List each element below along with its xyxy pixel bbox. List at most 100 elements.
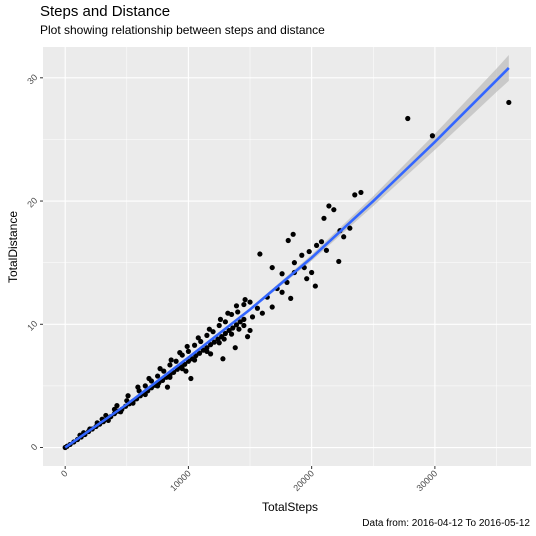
data-point [216, 322, 222, 329]
data-point [161, 368, 167, 374]
data-point [323, 247, 330, 253]
data-point [269, 304, 275, 310]
data-point [196, 350, 203, 356]
data-point [358, 189, 364, 196]
data-point [331, 207, 337, 213]
data-point [125, 393, 131, 399]
data-point [249, 314, 256, 320]
data-point [233, 322, 240, 328]
data-point [288, 295, 294, 301]
data-point [183, 368, 189, 374]
data-point [191, 357, 198, 363]
data-point [204, 348, 210, 354]
y-tick-label: 0 [29, 442, 40, 453]
data-point [191, 342, 198, 348]
data-point [164, 384, 171, 390]
data-point [221, 336, 227, 342]
x-tick-label: 30000 [415, 468, 440, 493]
data-point [211, 339, 217, 345]
data-point [179, 366, 185, 372]
data-point [155, 373, 161, 379]
y-tick-label: 10 [25, 319, 39, 333]
data-point [309, 269, 315, 276]
data-point [168, 357, 174, 363]
data-point [185, 348, 192, 354]
data-point [304, 276, 310, 282]
data-point [217, 316, 224, 322]
data-point [198, 338, 204, 345]
data-point [228, 331, 235, 337]
data-point [242, 297, 248, 303]
data-point [291, 260, 297, 266]
data-point [232, 345, 238, 351]
data-point [429, 133, 436, 139]
x-tick-label: 20000 [291, 468, 316, 493]
data-point [204, 332, 210, 338]
data-point [222, 330, 228, 337]
data-point [177, 350, 183, 356]
y-tick-label: 20 [25, 195, 39, 209]
x-tick-label: 0 [59, 468, 70, 479]
data-point [312, 283, 318, 289]
data-point [206, 326, 212, 332]
data-point [269, 264, 275, 271]
data-point [321, 215, 327, 221]
chart-caption: Data from: 2016-04-12 To 2016-05-12 [362, 518, 530, 529]
data-point [237, 319, 243, 325]
data-point [279, 271, 285, 277]
data-point [184, 343, 190, 350]
data-point [341, 234, 347, 240]
data-point [225, 310, 231, 316]
data-point [155, 383, 161, 389]
x-axis-label: TotalSteps [261, 500, 319, 514]
data-point [313, 242, 320, 249]
trend-line [64, 67, 510, 449]
chart-subtitle: Plot showing relationship between steps … [40, 23, 325, 37]
data-point [257, 251, 263, 257]
data-point [290, 231, 296, 237]
data-point [220, 356, 226, 362]
data-point [173, 358, 179, 364]
data-point [254, 305, 261, 311]
data-point [146, 375, 152, 382]
data-point [244, 334, 251, 340]
data-point [226, 327, 232, 334]
data-point [299, 252, 305, 258]
panel-background [43, 47, 531, 466]
data-point [352, 192, 358, 198]
data-point [259, 310, 265, 316]
data-point [167, 362, 173, 368]
data-point [405, 115, 411, 122]
data-point [230, 325, 236, 331]
y-axis-label: TotalDistance [6, 210, 20, 284]
data-point [306, 248, 312, 255]
data-point [326, 203, 332, 209]
data-point [336, 258, 342, 265]
data-point [207, 342, 214, 348]
data-point [241, 322, 247, 329]
data-point [247, 327, 253, 334]
chart-title: Steps and Distance [40, 3, 171, 20]
data-point [241, 316, 247, 322]
data-point [233, 303, 240, 309]
data-point [195, 335, 201, 341]
data-point [318, 239, 325, 245]
data-point [236, 326, 242, 332]
data-point [279, 289, 285, 295]
data-point [167, 374, 173, 380]
data-point [241, 301, 247, 308]
data-point [135, 384, 141, 390]
data-point [204, 345, 210, 351]
data-point [142, 383, 148, 389]
data-point [114, 403, 120, 409]
data-point [222, 319, 228, 325]
data-point [182, 361, 188, 367]
data-point [216, 340, 222, 346]
data-point [157, 366, 163, 372]
data-point [247, 299, 253, 305]
data-point [207, 351, 214, 357]
data-point [285, 237, 291, 244]
data-point [347, 225, 353, 231]
